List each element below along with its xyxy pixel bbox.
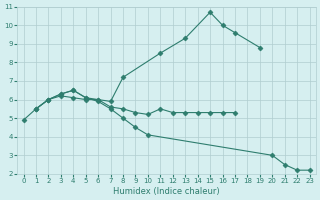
X-axis label: Humidex (Indice chaleur): Humidex (Indice chaleur) [113, 187, 220, 196]
